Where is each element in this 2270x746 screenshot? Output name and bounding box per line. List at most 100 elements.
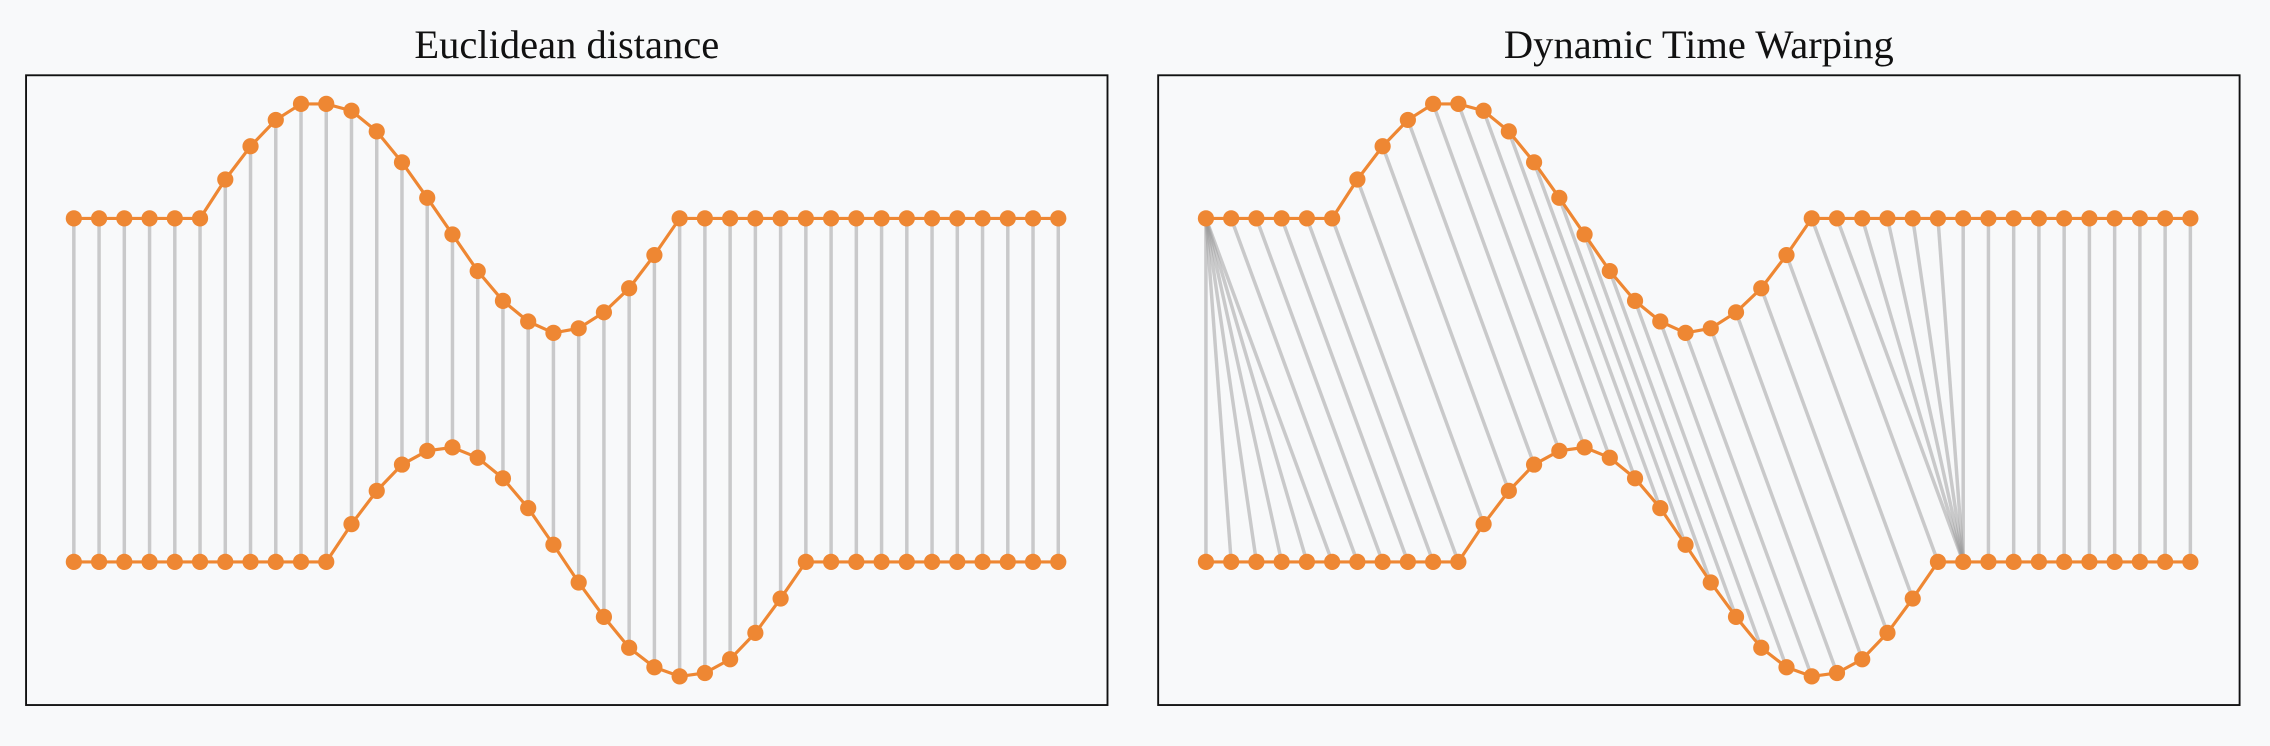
point xyxy=(722,210,739,227)
link xyxy=(1204,218,1259,563)
point xyxy=(1399,553,1416,571)
point xyxy=(217,553,234,571)
link xyxy=(1431,103,1561,452)
link xyxy=(1860,217,1965,563)
panel-title: Euclidean distance xyxy=(414,22,719,67)
point xyxy=(1475,102,1492,119)
link xyxy=(1481,110,1612,459)
panels: Euclidean distance Dynamic Time Warping xyxy=(25,22,2241,706)
point xyxy=(393,456,411,473)
point xyxy=(1197,553,1215,571)
link xyxy=(1608,270,1738,618)
point xyxy=(1525,154,1543,171)
point xyxy=(1551,442,1568,459)
link xyxy=(1330,217,1460,563)
links xyxy=(72,103,1061,677)
link xyxy=(1936,218,1965,563)
point xyxy=(166,553,183,571)
point xyxy=(1450,95,1467,113)
point xyxy=(520,313,537,330)
link xyxy=(1204,217,1309,563)
point xyxy=(1879,624,1896,642)
link xyxy=(1204,218,1233,563)
point xyxy=(242,553,259,571)
point xyxy=(1324,553,1341,571)
link xyxy=(1734,311,1864,660)
point xyxy=(1551,189,1568,206)
point xyxy=(646,246,663,264)
point xyxy=(1753,280,1770,297)
point xyxy=(419,189,436,206)
point xyxy=(1929,553,1947,571)
point xyxy=(822,553,840,571)
panel-frame xyxy=(1157,74,2241,706)
point xyxy=(1803,210,1820,227)
point xyxy=(1248,553,1265,571)
point xyxy=(848,210,865,227)
point xyxy=(419,442,436,459)
links xyxy=(1204,103,2193,678)
point xyxy=(1374,553,1391,571)
point xyxy=(747,210,764,227)
point xyxy=(1980,553,1997,571)
link xyxy=(1633,300,1763,649)
point xyxy=(722,651,739,668)
point xyxy=(494,470,512,487)
link xyxy=(1885,218,1965,563)
point xyxy=(2081,210,2098,227)
series-line xyxy=(1205,445,2191,679)
point xyxy=(116,553,133,571)
point xyxy=(318,95,335,113)
point xyxy=(393,154,411,171)
point xyxy=(1425,95,1442,113)
point xyxy=(2157,553,2174,571)
point xyxy=(1324,210,1341,227)
point xyxy=(1702,574,1719,591)
panel: Dynamic Time Warping xyxy=(1157,22,2241,706)
point xyxy=(1803,668,1820,685)
point xyxy=(1828,664,1846,682)
series-line xyxy=(73,102,1059,335)
point xyxy=(2081,553,2098,571)
point xyxy=(621,280,638,297)
point xyxy=(368,482,385,500)
point xyxy=(191,553,209,571)
panel: Euclidean distance xyxy=(25,22,1109,706)
point xyxy=(1652,499,1669,517)
point xyxy=(1702,320,1719,337)
point xyxy=(1475,516,1492,533)
panel-title: Dynamic Time Warping xyxy=(1504,22,1894,67)
point xyxy=(747,624,764,642)
point xyxy=(873,210,890,227)
point xyxy=(90,553,108,571)
point xyxy=(2182,553,2199,571)
point xyxy=(1576,226,1593,243)
link xyxy=(1810,217,1940,563)
point xyxy=(797,210,814,227)
point xyxy=(671,668,688,685)
point xyxy=(2131,210,2148,227)
point xyxy=(1601,449,1618,466)
link xyxy=(1254,217,1385,563)
point xyxy=(772,590,789,607)
point xyxy=(696,210,713,227)
point xyxy=(949,553,966,571)
point xyxy=(873,553,890,571)
point xyxy=(1727,608,1745,625)
point xyxy=(923,210,941,227)
point xyxy=(1223,210,1240,227)
point xyxy=(166,210,183,227)
link xyxy=(1835,217,1965,563)
point xyxy=(772,210,789,227)
point xyxy=(217,171,234,188)
point xyxy=(1778,246,1795,264)
link xyxy=(1709,327,1839,674)
point xyxy=(2106,553,2123,571)
point xyxy=(242,138,259,155)
point xyxy=(1879,210,1896,227)
point xyxy=(65,553,82,571)
link xyxy=(1355,178,1486,525)
point xyxy=(2157,210,2174,227)
point xyxy=(1929,210,1947,227)
point xyxy=(545,536,562,553)
